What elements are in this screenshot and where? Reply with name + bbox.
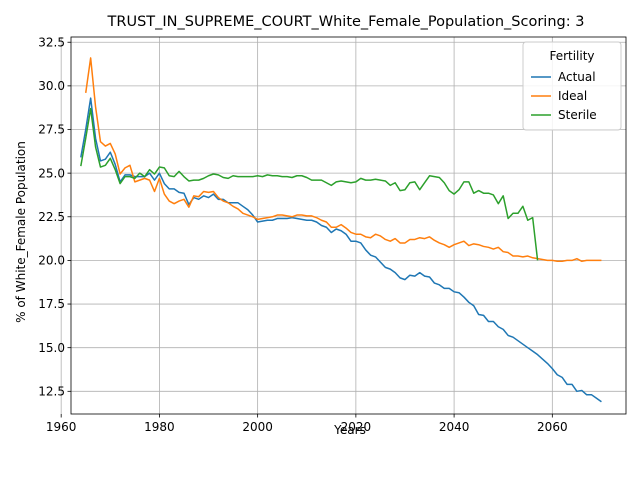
x-tick-label: 2000 [242, 420, 273, 434]
y-tick-label: 32.5 [38, 35, 65, 49]
x-tick-label: 2040 [439, 420, 470, 434]
y-tick-label: 12.5 [38, 385, 65, 399]
y-tick-label: 22.5 [38, 210, 65, 224]
series-lines [80, 57, 602, 403]
legend-label-actual: Actual [558, 70, 596, 84]
legend: Fertility Actual Ideal Sterile [522, 41, 622, 131]
series-line-sterile [80, 107, 539, 261]
legend-label-ideal: Ideal [558, 89, 587, 103]
legend-entries: Actual Ideal Sterile [531, 70, 597, 122]
axis-ticks: 1960 1980 2000 2020 2040 2060 12.5 15.0 17.5 20.0… [38, 35, 567, 434]
x-tick-label: 2020 [341, 420, 372, 434]
y-tick-label: 27.5 [38, 123, 65, 137]
x-tick-label: 2060 [537, 420, 568, 434]
legend-label-sterile: Sterile [558, 108, 597, 122]
x-axis-label: Years [333, 423, 366, 437]
legend-box [522, 41, 622, 131]
plot-frame [70, 36, 627, 415]
x-tick-label: 1960 [46, 420, 77, 434]
y-axis-label: % of White_Female Population [14, 141, 28, 323]
y-tick-label: 20.0 [38, 254, 65, 268]
chart-title: TRUST_IN_SUPREME_COURT_White_Female_Popu… [107, 14, 585, 30]
series-line-ideal [84, 57, 602, 263]
y-tick-label: 17.5 [38, 297, 65, 311]
x-tick-label: 1980 [144, 420, 175, 434]
y-tick-label: 15.0 [38, 341, 65, 355]
legend-title: Fertility [549, 49, 594, 63]
y-tick-label: 30.0 [38, 79, 65, 93]
y-tick-label: 25.0 [38, 166, 65, 180]
series-line-actual [80, 97, 602, 403]
